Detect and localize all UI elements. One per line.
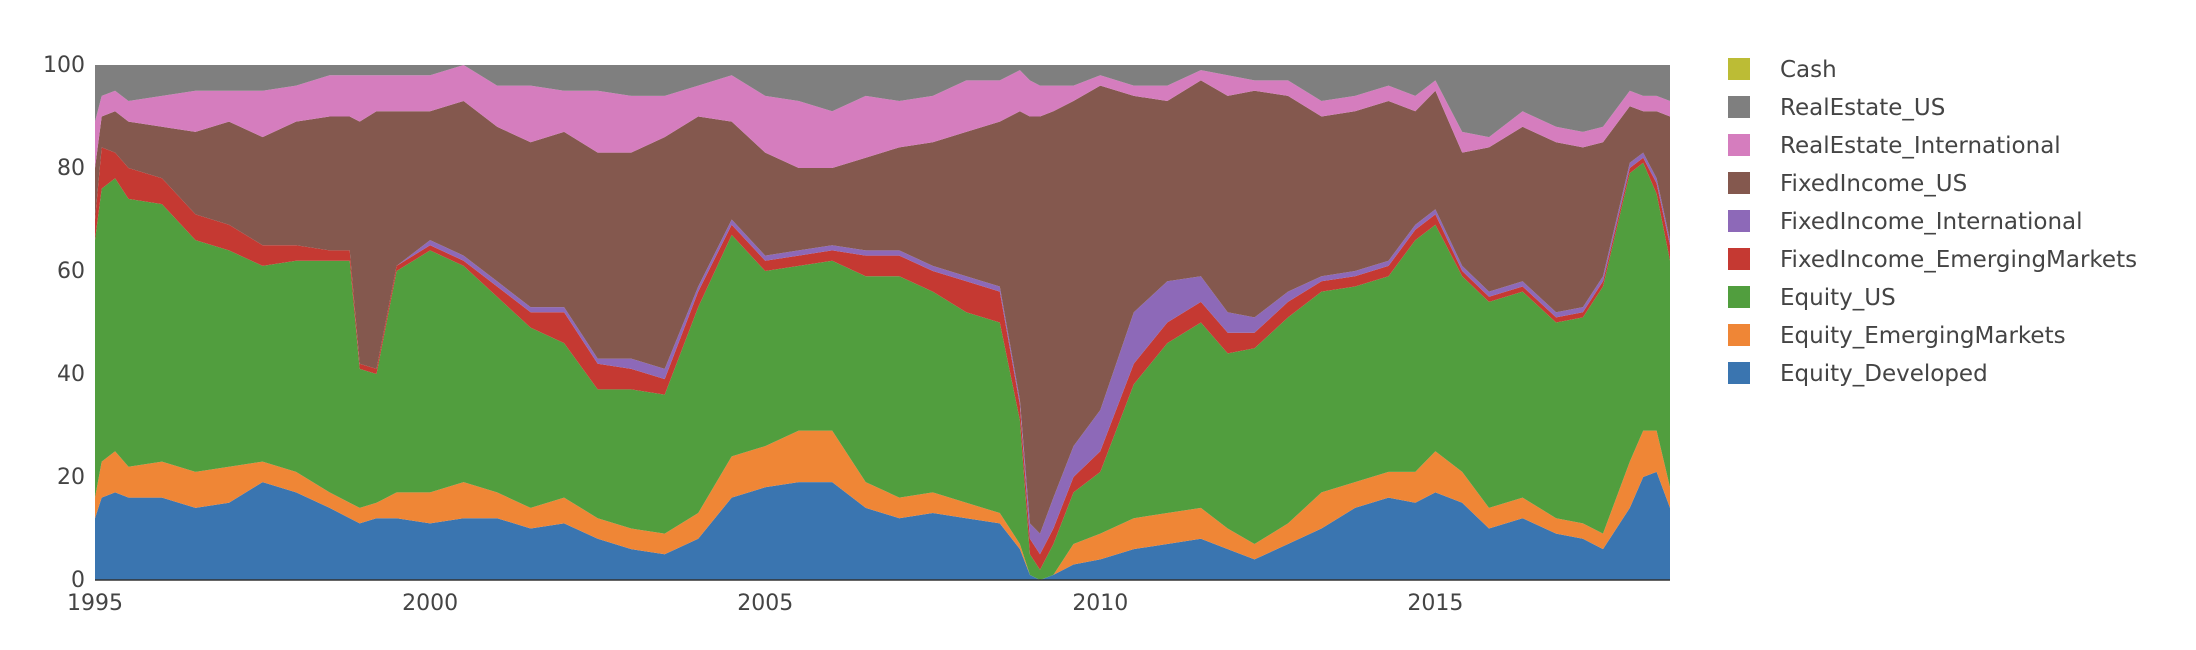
area-realestate-us[interactable]: [95, 65, 1670, 138]
legend-label: RealEstate_US: [1780, 95, 1945, 121]
legend-item-fixedincome-us[interactable]: FixedIncome_US: [1728, 171, 1967, 197]
legend-label: Cash: [1780, 57, 1837, 83]
legend-label: Equity_Developed: [1780, 361, 1988, 387]
legend-item-fixedincome-emergingmarkets[interactable]: FixedIncome_EmergingMarkets: [1728, 247, 2137, 273]
legend-item-equity-developed[interactable]: Equity_Developed: [1728, 361, 1988, 387]
plot-area: [95, 65, 1670, 581]
legend[interactable]: Cash RealEstate_US RealEstate_Internationa…: [1728, 57, 2137, 387]
area-equity-developed[interactable]: [95, 471, 1670, 580]
legend-swatch: [1728, 248, 1750, 270]
legend-item-realestate-international[interactable]: RealEstate_International: [1728, 133, 2061, 159]
x-tick-label: 2000: [402, 591, 458, 616]
legend-swatch: [1728, 286, 1750, 308]
area-equity-us[interactable]: [95, 162, 1670, 581]
y-tick-label: 80: [57, 156, 85, 181]
legend-item-realestate-us[interactable]: RealEstate_US: [1728, 95, 1945, 121]
legend-item-equity-us[interactable]: Equity_US: [1728, 285, 1896, 311]
legend-swatch: [1728, 96, 1750, 118]
y-tick-label: 100: [43, 53, 85, 78]
legend-label: FixedIncome_US: [1780, 171, 1967, 197]
legend-label: RealEstate_International: [1780, 133, 2061, 159]
y-tick-label: 60: [57, 259, 85, 284]
legend-swatch: [1728, 58, 1750, 80]
legend-label: Equity_US: [1780, 285, 1896, 311]
area-equity-emergingmarkets[interactable]: [95, 430, 1670, 580]
legend-swatch: [1728, 210, 1750, 232]
legend-item-equity-emergingmarkets[interactable]: Equity_EmergingMarkets: [1728, 323, 2066, 349]
area-realestate-international[interactable]: [95, 65, 1670, 168]
y-tick-label: 40: [57, 362, 85, 387]
x-tick-label: 1995: [67, 591, 123, 616]
legend-swatch: [1728, 134, 1750, 156]
legend-label: Equity_EmergingMarkets: [1780, 323, 2066, 349]
legend-swatch: [1728, 324, 1750, 346]
y-tick-label: 0: [71, 568, 85, 593]
axes: 0 20 40 60 80 100 1995 2000 2005 2010 2015: [43, 53, 1670, 616]
legend-item-fixedincome-international[interactable]: FixedIncome_International: [1728, 209, 2083, 235]
legend-item-cash[interactable]: Cash: [1728, 57, 1837, 83]
legend-label: FixedIncome_International: [1780, 209, 2083, 235]
area-fixedincome-us[interactable]: [95, 80, 1670, 534]
x-tick-label: 2005: [737, 591, 793, 616]
x-tick-label: 2015: [1407, 591, 1463, 616]
x-tick-label: 2010: [1072, 591, 1128, 616]
legend-swatch: [1728, 172, 1750, 194]
legend-label: FixedIncome_EmergingMarkets: [1780, 247, 2137, 273]
legend-swatch: [1728, 362, 1750, 384]
y-tick-label: 20: [57, 465, 85, 490]
